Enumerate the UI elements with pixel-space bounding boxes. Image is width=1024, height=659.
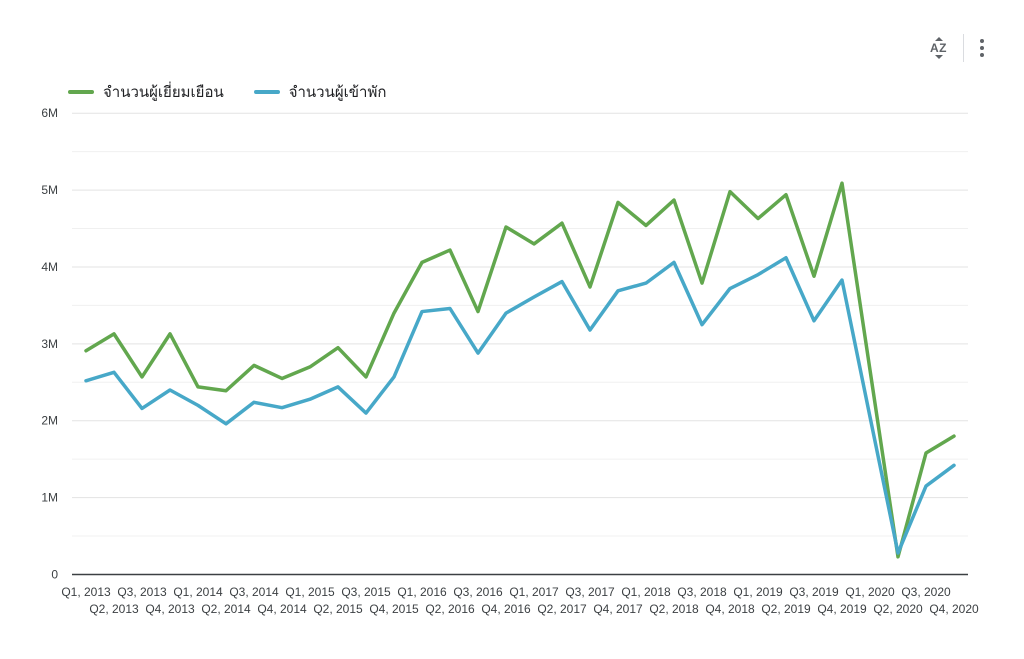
x-axis-tick-label: Q1, 2014	[173, 585, 223, 599]
sort-button[interactable]: AZ	[928, 35, 949, 61]
x-axis-tick-label: Q3, 2015	[341, 585, 391, 599]
visitors-line-swatch	[68, 90, 94, 94]
x-axis-tick-label: Q3, 2020	[901, 585, 951, 599]
x-axis-tick-label: Q4, 2017	[593, 602, 643, 616]
toolbar-divider	[963, 34, 964, 62]
x-axis-tick-label: Q3, 2014	[229, 585, 279, 599]
x-axis-tick-label: Q4, 2019	[817, 602, 867, 616]
x-axis-tick-label: Q2, 2017	[537, 602, 587, 616]
x-axis-tick-label: Q2, 2020	[873, 602, 923, 616]
x-axis-tick-label: Q4, 2016	[481, 602, 531, 616]
series-line-guests	[84, 256, 956, 555]
x-axis-tick-label: Q3, 2019	[789, 585, 839, 599]
x-axis-tick-label: Q1, 2013	[61, 585, 111, 599]
x-axis-tick-label: Q4, 2015	[369, 602, 419, 616]
y-axis-tick-label: 4M	[41, 260, 58, 274]
sort-letters: AZ	[930, 41, 947, 55]
chart-legend: จำนวนผู้เยี่ยมเยือน จำนวนผู้เข้าพัก	[68, 80, 386, 104]
x-axis-tick-label: Q3, 2017	[565, 585, 615, 599]
x-axis-tick-label: Q1, 2015	[285, 585, 335, 599]
y-axis-tick-label: 0	[51, 568, 58, 582]
series-line-visitors	[84, 181, 956, 559]
x-axis-tick-label: Q2, 2016	[425, 602, 475, 616]
chart-toolbar: AZ	[928, 34, 986, 62]
x-axis-tick-label: Q4, 2014	[257, 602, 307, 616]
sort-up-caret	[934, 37, 943, 41]
more-options-button[interactable]	[978, 37, 986, 59]
x-axis-tick-label: Q4, 2018	[705, 602, 755, 616]
x-axis-tick-label: Q1, 2018	[621, 585, 671, 599]
x-axis-tick-label: Q2, 2015	[313, 602, 363, 616]
y-axis-tick-label: 3M	[41, 337, 58, 351]
x-axis-tick-label: Q3, 2016	[453, 585, 503, 599]
guests-line-swatch	[253, 90, 280, 94]
legend-item-guests: จำนวนผู้เข้าพัก	[253, 80, 387, 104]
x-axis-tick-label: Q2, 2019	[761, 602, 811, 616]
y-axis-tick-label: 6M	[41, 106, 58, 120]
y-axis-tick-label: 5M	[41, 183, 58, 197]
x-axis-tick-label: Q4, 2013	[145, 602, 195, 616]
x-axis-tick-label: Q2, 2014	[201, 602, 251, 616]
x-axis-tick-label: Q1, 2016	[397, 585, 447, 599]
x-axis-tick-label: Q2, 2018	[649, 602, 699, 616]
x-axis-tick-label: Q1, 2017	[509, 585, 559, 599]
y-axis-tick-label: 1M	[41, 491, 58, 505]
x-axis-tick-label: Q2, 2013	[89, 602, 139, 616]
sort-az-icon: AZ	[930, 37, 947, 59]
x-axis-tick-label: Q1, 2020	[845, 585, 895, 599]
legend-label-visitors: จำนวนผู้เยี่ยมเยือน	[103, 84, 224, 101]
kebab-menu-icon	[980, 39, 984, 57]
y-axis-tick-label: 2M	[41, 414, 58, 428]
x-axis-tick-label: Q3, 2018	[677, 585, 727, 599]
legend-item-visitors: จำนวนผู้เยี่ยมเยือน	[68, 80, 224, 104]
sort-down-caret	[934, 55, 943, 59]
x-axis-tick-label: Q3, 2013	[117, 585, 167, 599]
x-axis-tick-label: Q1, 2019	[733, 585, 783, 599]
x-axis-tick-label: Q4, 2020	[929, 602, 979, 616]
legend-label-guests: จำนวนผู้เข้าพัก	[288, 84, 387, 101]
